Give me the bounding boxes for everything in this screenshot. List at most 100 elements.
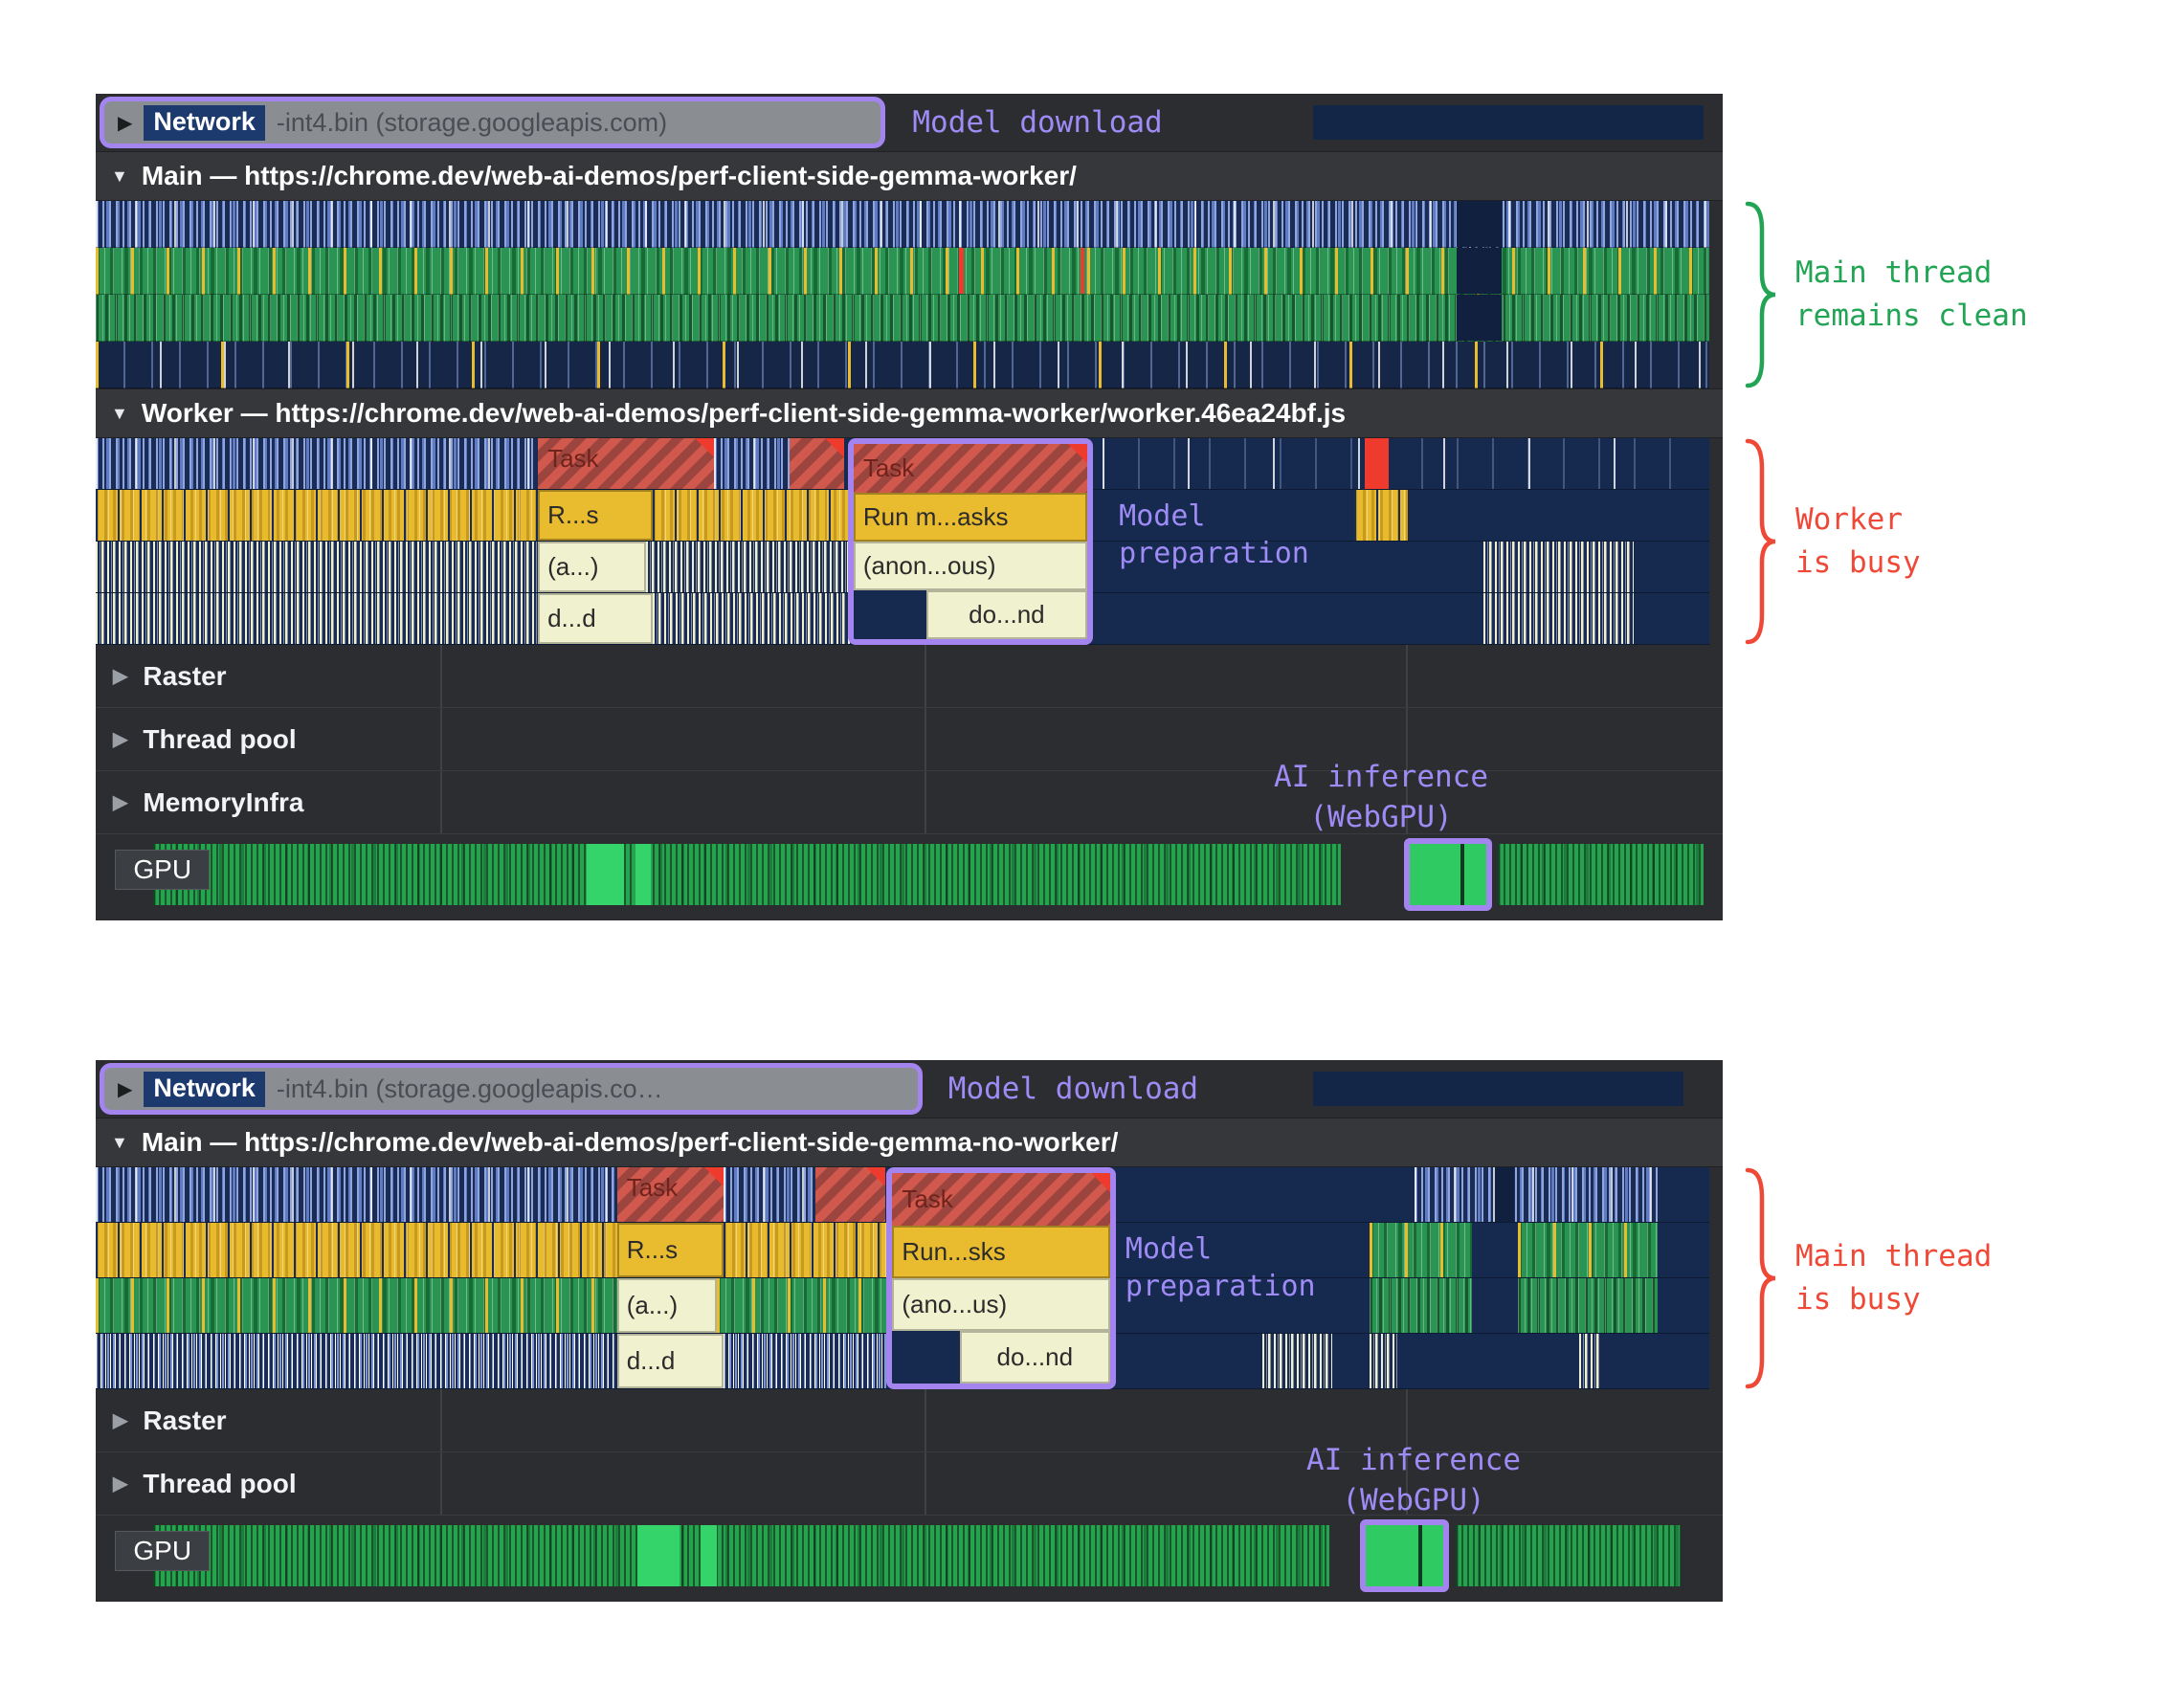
activity-segment: [652, 490, 853, 541]
activity-segment: [724, 1167, 816, 1222]
activity-segment: [1578, 1334, 1600, 1388]
main-clean-line1: Main thread: [1795, 255, 1993, 290]
expand-icon[interactable]: ▶: [118, 1078, 133, 1100]
collapse-icon[interactable]: ▼: [111, 166, 128, 186]
activity-segment: [96, 542, 539, 592]
track-gpu[interactable]: GPU: [96, 834, 1723, 915]
track-raster[interactable]: ▶ Raster: [96, 645, 1723, 708]
gpu-activity-bar[interactable]: [152, 1525, 1329, 1586]
task-label: Task: [862, 454, 915, 482]
expand-icon[interactable]: ▶: [113, 666, 128, 687]
idle-gap: [892, 1331, 960, 1384]
flame-row-rendering[interactable]: [96, 295, 1710, 342]
function-block[interactable]: (ano...us): [892, 1278, 1110, 1331]
track-raster-label: Raster: [143, 660, 227, 691]
flame-row-misc[interactable]: [96, 342, 1710, 388]
collapse-icon[interactable]: ▼: [111, 403, 128, 423]
function-block[interactable]: do...nd: [925, 590, 1088, 639]
network-track: ▶ Network -int4.bin (storage.googleapis.…: [96, 1060, 1723, 1118]
expand-icon[interactable]: ▶: [113, 1473, 128, 1495]
activity-segment: [96, 1223, 617, 1277]
function-block[interactable]: do...nd: [959, 1331, 1110, 1384]
main-thread-header[interactable]: ▼ Main — https://chrome.dev/web-ai-demos…: [96, 151, 1723, 201]
highlighted-task-group[interactable]: Task Run m...asks (anon...ous) do...nd: [847, 438, 1094, 645]
ai-inference-line2: (WebGPU): [1342, 1482, 1485, 1517]
track-gpu-label: GPU: [115, 850, 211, 890]
network-request-bar[interactable]: [1312, 105, 1704, 140]
gpu-activity-bar[interactable]: [1456, 1525, 1681, 1586]
function-block[interactable]: R...s: [538, 490, 653, 541]
function-block[interactable]: (a...): [538, 542, 647, 592]
long-task-marker: [1080, 248, 1084, 294]
function-block[interactable]: Run m...asks: [853, 493, 1088, 542]
main-busy-brace: [1745, 1167, 1776, 1389]
network-request-url: -int4.bin (storage.googleapis.com): [276, 107, 668, 137]
gpu-activity-bar[interactable]: [152, 844, 1341, 905]
collapse-icon[interactable]: ▼: [111, 1132, 128, 1152]
worker-flamechart[interactable]: Task R...s (a...) d...d Task: [96, 438, 1710, 645]
idle-gap: [1456, 248, 1502, 294]
task-label: Task: [902, 1185, 953, 1213]
function-block[interactable]: d...d: [616, 1334, 724, 1388]
long-task-corner-icon: [1068, 444, 1088, 463]
network-track-header[interactable]: ▶ Network -int4.bin (storage.googleapis.…: [100, 1063, 924, 1115]
flame-row-functions[interactable]: (a...): [96, 542, 1710, 593]
flame-row-scripting[interactable]: [96, 248, 1710, 295]
gpu-segment-divider: [1417, 1525, 1422, 1586]
long-task-marker: [1364, 438, 1389, 489]
track-raster-label: Raster: [143, 1405, 227, 1435]
ai-inference-line1: AI inference: [1306, 1443, 1521, 1477]
model-download-annotation: Model download: [912, 105, 1163, 140]
network-track: ▶ Network -int4.bin (storage.googleapis.…: [96, 94, 1723, 151]
idle-gap: [1495, 1167, 1515, 1222]
main-thread-title: Main — https://chrome.dev/web-ai-demos/p…: [141, 161, 1077, 190]
gpu-inference-highlight[interactable]: [1359, 1519, 1450, 1592]
network-request-bar[interactable]: [1312, 1072, 1684, 1106]
ai-inference-annotation: AI inference (WebGPU): [1202, 1441, 1625, 1521]
track-memory-infra[interactable]: ▶ MemoryInfra: [96, 771, 1723, 834]
long-task-block[interactable]: Task: [538, 438, 714, 489]
long-task-block[interactable]: [815, 1167, 885, 1222]
long-task-block[interactable]: Task: [616, 1167, 724, 1222]
activity-segment: [1369, 1334, 1398, 1388]
activity-segment: [1483, 593, 1635, 644]
track-raster[interactable]: ▶ Raster: [96, 1389, 1723, 1452]
worker-thread-header[interactable]: ▼ Worker — https://chrome.dev/web-ai-dem…: [96, 388, 1723, 438]
devtools-performance-panel-no-worker: ▶ Network -int4.bin (storage.googleapis.…: [96, 1060, 1723, 1602]
worker-busy-brace: [1745, 438, 1776, 645]
flame-row-tasks[interactable]: [96, 201, 1710, 248]
gpu-activity-burst: [587, 844, 625, 905]
network-track-header[interactable]: ▶ Network -int4.bin (storage.googleapis.…: [100, 97, 886, 148]
track-thread-pool[interactable]: ▶ Thread pool: [96, 708, 1723, 771]
main-thread-header[interactable]: ▼ Main — https://chrome.dev/web-ai-demos…: [96, 1118, 1723, 1167]
network-track-label: Network: [144, 104, 265, 141]
track-thread-pool[interactable]: ▶ Thread pool: [96, 1452, 1723, 1516]
track-thread-pool-label: Thread pool: [143, 1468, 297, 1498]
expand-icon[interactable]: ▶: [113, 1410, 128, 1431]
expand-icon[interactable]: ▶: [113, 792, 128, 813]
long-task-block[interactable]: [790, 438, 845, 489]
long-task-block[interactable]: Task: [892, 1173, 1110, 1226]
function-block-row: do...nd: [892, 1331, 1110, 1384]
function-block[interactable]: Run...sks: [892, 1226, 1110, 1278]
highlighted-task-group[interactable]: Task Run...sks (ano...us) do...nd: [886, 1167, 1116, 1389]
long-task-block[interactable]: Task: [853, 444, 1088, 493]
function-label: (a...): [547, 552, 599, 581]
gpu-activity-bar[interactable]: [1498, 844, 1704, 905]
expand-icon[interactable]: ▶: [113, 729, 128, 750]
activity-segment: [96, 490, 539, 541]
activity-segment: [646, 542, 853, 592]
function-block[interactable]: (a...): [616, 1278, 718, 1333]
function-block[interactable]: R...s: [616, 1223, 724, 1277]
idle-gap: [853, 590, 926, 639]
activity-segment: [96, 1334, 617, 1388]
main-thread-flamechart[interactable]: [96, 201, 1710, 388]
function-block[interactable]: (anon...ous): [853, 542, 1088, 590]
main-thread-flamechart[interactable]: Task R...s (a...) d...d: [96, 1167, 1710, 1389]
gpu-inference-highlight[interactable]: [1403, 838, 1492, 911]
main-clean-line2: remains clean: [1795, 298, 2028, 333]
long-task-corner-icon: [704, 1167, 724, 1186]
function-block[interactable]: d...d: [538, 593, 653, 644]
expand-icon[interactable]: ▶: [118, 112, 133, 134]
track-gpu[interactable]: GPU: [96, 1516, 1723, 1596]
